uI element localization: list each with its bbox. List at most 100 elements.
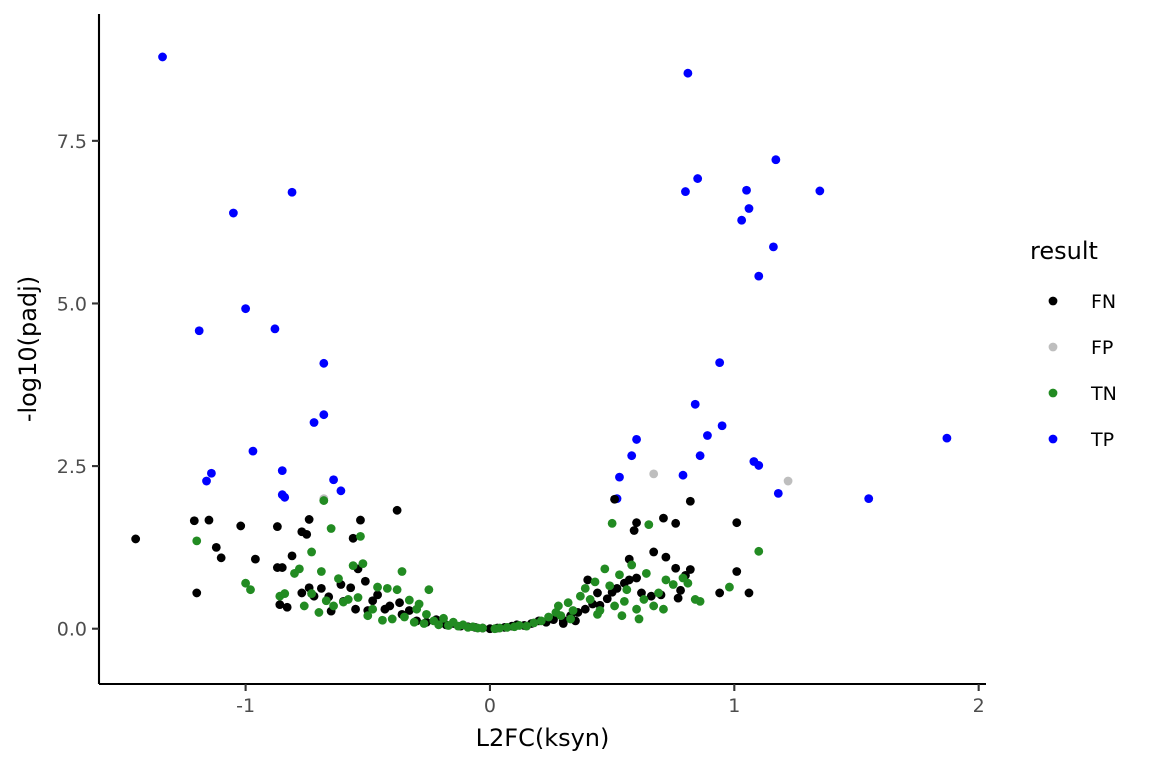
data-point-tn	[356, 531, 365, 541]
data-point-fn	[192, 588, 202, 598]
data-point-tp	[769, 242, 778, 252]
data-point-fn	[392, 505, 402, 515]
data-point-tn	[368, 604, 378, 614]
data-point-tn	[419, 619, 429, 628]
data-point-tn	[641, 569, 651, 578]
data-point-tp	[632, 435, 641, 444]
legend-item-fn: FN	[1048, 291, 1116, 313]
y-tick-label: 7.5	[57, 131, 87, 153]
data-point-fn	[216, 553, 226, 563]
data-point-tp	[277, 466, 287, 476]
data-point-tn	[695, 596, 705, 606]
legend: result FN FP TN TP	[1030, 237, 1117, 451]
data-point-tp	[717, 421, 727, 431]
data-point-tn	[654, 588, 663, 598]
data-point-tp	[319, 358, 329, 368]
data-point-tn	[316, 567, 326, 576]
data-point-fn	[558, 619, 568, 628]
data-point-tn	[299, 601, 309, 611]
data-point-tp	[703, 431, 712, 440]
legend-label: FP	[1091, 337, 1113, 359]
legend-key	[1048, 296, 1058, 306]
data-point-tn	[659, 604, 668, 614]
data-point-tp	[693, 174, 703, 183]
legend-label: TN	[1090, 383, 1117, 405]
data-point-tn	[563, 598, 573, 608]
data-point-tp	[864, 494, 874, 504]
data-point-tp	[683, 68, 693, 78]
data-point-tn	[409, 617, 419, 627]
data-point-tn	[639, 595, 649, 604]
data-point-fn	[593, 588, 602, 598]
legend-title: result	[1030, 237, 1098, 265]
data-point-tn	[605, 581, 615, 591]
data-point-tp	[690, 399, 700, 409]
data-point-fn	[632, 573, 641, 583]
data-point-fn	[275, 600, 285, 610]
data-point-tn	[754, 546, 764, 556]
legend-key	[1048, 434, 1058, 444]
data-point-tn	[668, 580, 678, 589]
x-axis-ticks: -1 0 1 2	[236, 684, 985, 717]
data-point-fn	[646, 591, 656, 601]
data-point-tp	[715, 358, 725, 368]
data-point-tn	[566, 614, 576, 624]
data-point-tn	[610, 601, 619, 611]
data-point-tn	[334, 574, 343, 584]
data-point-tp	[228, 208, 238, 218]
data-point-tn	[439, 613, 448, 623]
data-point-fn	[659, 513, 668, 523]
data-point-tp	[270, 324, 280, 334]
data-point-tp	[744, 204, 754, 213]
data-point-tp	[309, 418, 319, 427]
data-point-tp	[202, 476, 211, 486]
data-point-tn	[434, 620, 444, 630]
data-point-tn	[378, 615, 387, 625]
y-axis-ticks: 0.0 2.5 5.0 7.5	[57, 131, 99, 641]
data-point-tp	[248, 446, 258, 456]
data-point-tn	[321, 596, 331, 606]
data-point-fn	[211, 542, 221, 552]
data-point-fn	[316, 583, 326, 593]
data-point-tn	[343, 595, 353, 604]
data-point-tn	[363, 611, 373, 621]
data-point-fn	[671, 563, 681, 573]
legend-key	[1048, 342, 1058, 352]
data-point-fn	[282, 602, 292, 612]
data-point-fn	[304, 515, 314, 524]
legend-item-fp: FP	[1048, 337, 1113, 359]
data-point-fn	[612, 583, 622, 593]
data-point-tp	[754, 461, 764, 470]
data-point-tp	[773, 489, 783, 498]
data-point-tn	[553, 601, 563, 611]
data-point-fn	[715, 588, 725, 598]
data-point-tn	[422, 609, 431, 619]
data-point-tn	[585, 595, 595, 604]
data-point-fn	[404, 606, 414, 615]
data-point-tn	[307, 547, 316, 557]
data-point-tp	[280, 492, 290, 502]
data-point-fn	[661, 552, 671, 562]
data-point-tn	[495, 623, 505, 633]
data-point-tn	[522, 621, 532, 631]
data-point-fn	[131, 534, 141, 544]
data-point-tn	[358, 559, 368, 569]
data-point-tn	[404, 595, 414, 605]
data-point-tn	[725, 582, 734, 592]
data-point-tn	[556, 611, 566, 621]
y-tick-label: 2.5	[57, 456, 87, 478]
data-point-tn	[241, 578, 251, 588]
data-point-tn	[373, 582, 382, 592]
data-point-tn	[397, 567, 407, 576]
data-point-tn	[424, 585, 434, 595]
data-point-tn	[593, 609, 602, 619]
data-point-tn	[353, 593, 363, 602]
data-point-fn	[302, 529, 312, 539]
data-point-tn	[348, 561, 358, 571]
data-point-tp	[695, 451, 705, 461]
x-tick-label: 1	[728, 695, 740, 717]
legend-items: FN FP TN TP	[1048, 291, 1117, 451]
data-point-tn	[619, 596, 629, 606]
data-point-tp	[942, 433, 952, 443]
